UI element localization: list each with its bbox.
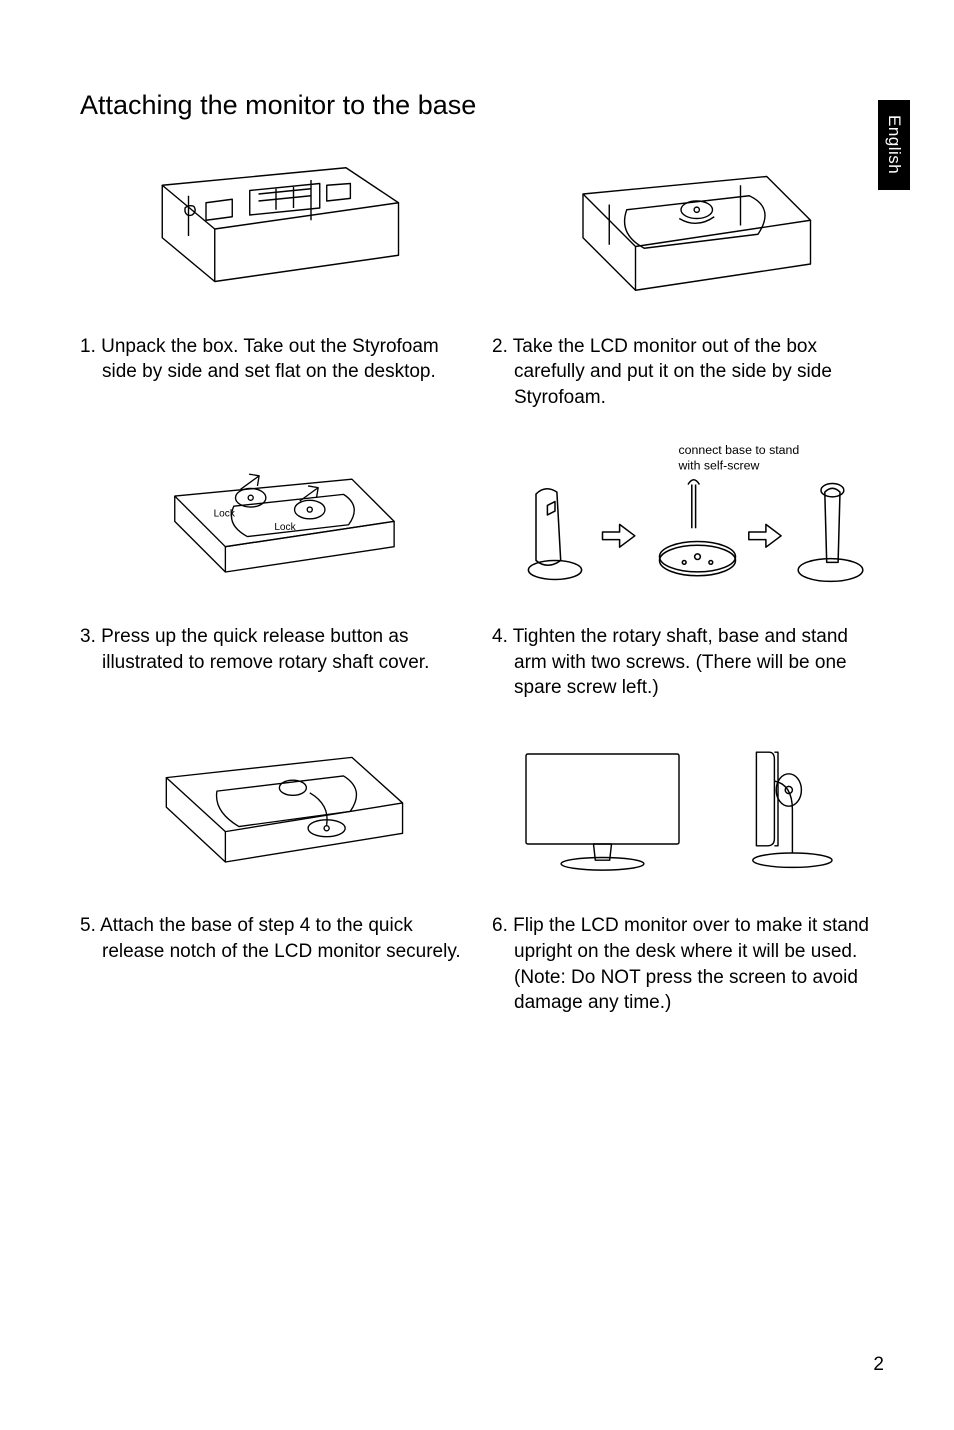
page: English Attaching the monitor to the bas… bbox=[0, 0, 954, 1430]
lock-label-b: Lock bbox=[274, 521, 296, 532]
illustration-styrofoam-box bbox=[136, 159, 416, 290]
step-4-caption-line2: with self-screw bbox=[678, 458, 760, 472]
figure-step-2 bbox=[492, 159, 884, 308]
instruction-grid: 1. Unpack the box. Take out the Styrofoa… bbox=[80, 159, 884, 1016]
step-2: 2. Take the LCD monitor out of the box c… bbox=[492, 334, 884, 411]
illustration-base-assembly: connect base to stand with self-screw bbox=[498, 437, 878, 599]
step-5-text: 5. Attach the base of step 4 to the quic… bbox=[80, 913, 468, 964]
page-number: 2 bbox=[873, 1354, 884, 1376]
step-3: 3. Press up the quick release button as … bbox=[80, 624, 472, 701]
figure-step-1 bbox=[80, 159, 472, 308]
step-4: 4. Tighten the rotary shaft, base and st… bbox=[492, 624, 884, 701]
illustration-quick-release: Lock Lock bbox=[141, 437, 411, 589]
lock-label-a: Lock bbox=[214, 508, 236, 519]
step-6: 6. Flip the LCD monitor over to make it … bbox=[492, 913, 884, 1016]
figure-step-6 bbox=[492, 727, 884, 887]
illustration-attach-base bbox=[141, 727, 411, 887]
step-5: 5. Attach the base of step 4 to the quic… bbox=[80, 913, 472, 1016]
step-4-text: 4. Tighten the rotary shaft, base and st… bbox=[492, 624, 880, 701]
page-title: Attaching the monitor to the base bbox=[80, 90, 884, 121]
figure-step-3: Lock Lock bbox=[80, 437, 472, 599]
language-tab-label: English bbox=[884, 115, 904, 174]
step-4-caption-line1: connect base to stand bbox=[679, 443, 800, 457]
step-1: 1. Unpack the box. Take out the Styrofoa… bbox=[80, 334, 472, 411]
figure-step-4: connect base to stand with self-screw bbox=[492, 437, 884, 599]
step-3-text: 3. Press up the quick release button as … bbox=[80, 624, 468, 675]
step-6-text: 6. Flip the LCD monitor over to make it … bbox=[492, 913, 880, 1016]
step-2-text: 2. Take the LCD monitor out of the box c… bbox=[492, 334, 880, 411]
illustration-monitor-upright bbox=[508, 727, 868, 880]
figure-step-5 bbox=[80, 727, 472, 887]
step-1-text: 1. Unpack the box. Take out the Styrofoa… bbox=[80, 334, 468, 385]
illustration-monitor-on-foam bbox=[548, 159, 828, 308]
language-tab: English bbox=[878, 100, 910, 190]
